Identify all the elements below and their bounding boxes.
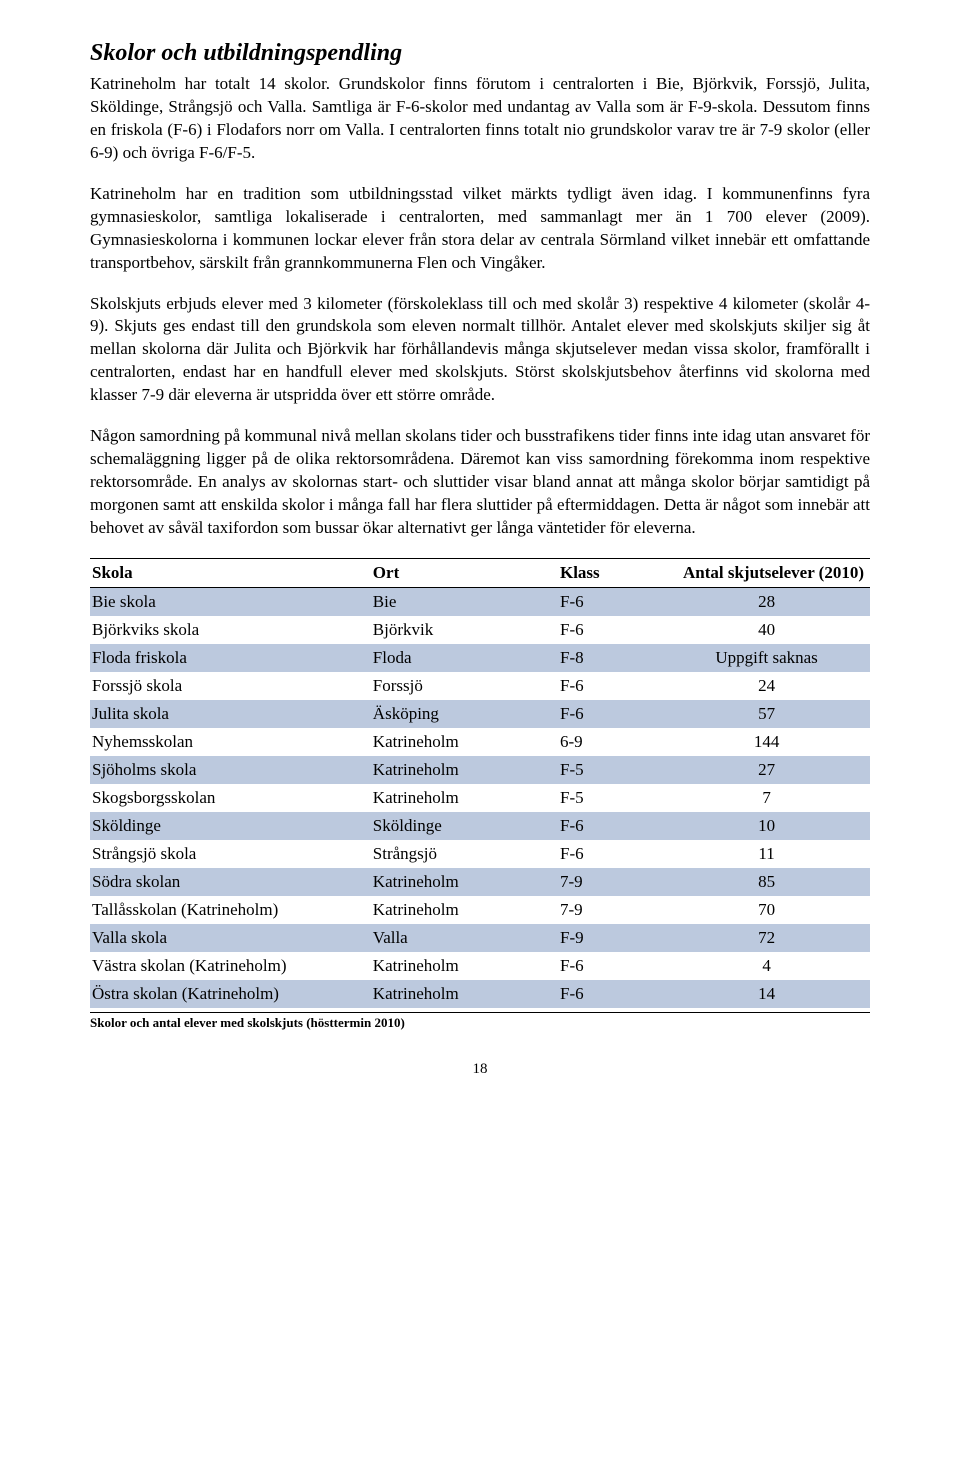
- table-cell: 7-9: [558, 868, 667, 896]
- table-cell: 7: [667, 784, 870, 812]
- table-cell: F-5: [558, 784, 667, 812]
- table-cell: Strångsjö skola: [90, 840, 371, 868]
- th-ort: Ort: [371, 558, 558, 587]
- table-row: SkogsborgsskolanKatrineholmF-57: [90, 784, 870, 812]
- table-cell: 70: [667, 896, 870, 924]
- table-cell: Valla skola: [90, 924, 371, 952]
- table-cell: F-6: [558, 587, 667, 616]
- table-cell: Katrineholm: [371, 728, 558, 756]
- table-cell: F-9: [558, 924, 667, 952]
- table-cell: Forssjö: [371, 672, 558, 700]
- table-row: Östra skolan (Katrineholm)KatrineholmF-6…: [90, 980, 870, 1008]
- table-cell: Katrineholm: [371, 784, 558, 812]
- table-cell: Floda friskola: [90, 644, 371, 672]
- table-row: Strångsjö skolaStrångsjöF-611: [90, 840, 870, 868]
- table-cell: 10: [667, 812, 870, 840]
- table-cell: F-6: [558, 952, 667, 980]
- table-cell: F-6: [558, 616, 667, 644]
- table-row: Södra skolanKatrineholm7-985: [90, 868, 870, 896]
- table-cell: Björkviks skola: [90, 616, 371, 644]
- table-cell: Äsköping: [371, 700, 558, 728]
- table-row: Valla skolaVallaF-972: [90, 924, 870, 952]
- paragraph-3: Skolskjuts erbjuds elever med 3 kilomete…: [90, 293, 870, 408]
- table-row: Forssjö skolaForssjöF-624: [90, 672, 870, 700]
- table-cell: 144: [667, 728, 870, 756]
- table-row: Bie skolaBieF-628: [90, 587, 870, 616]
- table-row: Västra skolan (Katrineholm)KatrineholmF-…: [90, 952, 870, 980]
- table-cell: Uppgift saknas: [667, 644, 870, 672]
- table-row: SköldingeSköldingeF-610: [90, 812, 870, 840]
- table-row: Tallåsskolan (Katrineholm)Katrineholm7-9…: [90, 896, 870, 924]
- table-cell: F-6: [558, 672, 667, 700]
- table-row: NyhemsskolanKatrineholm6-9144: [90, 728, 870, 756]
- document-page: Skolor och utbildningspendling Katrineho…: [0, 0, 960, 1108]
- table-cell: 85: [667, 868, 870, 896]
- table-cell: Katrineholm: [371, 980, 558, 1008]
- table-cell: Katrineholm: [371, 896, 558, 924]
- table-cell: Tallåsskolan (Katrineholm): [90, 896, 371, 924]
- table-cell: 6-9: [558, 728, 667, 756]
- table-cell: 57: [667, 700, 870, 728]
- table-cell: 11: [667, 840, 870, 868]
- table-cell: Södra skolan: [90, 868, 371, 896]
- table-cell: Nyhemsskolan: [90, 728, 371, 756]
- table-cell: 4: [667, 952, 870, 980]
- table-cell: F-5: [558, 756, 667, 784]
- page-number: 18: [90, 1061, 870, 1078]
- table-cell: Katrineholm: [371, 868, 558, 896]
- table-cell: F-8: [558, 644, 667, 672]
- table-cell: F-6: [558, 840, 667, 868]
- table-cell: Katrineholm: [371, 756, 558, 784]
- table-cell: Sjöholms skola: [90, 756, 371, 784]
- paragraph-1: Katrineholm har totalt 14 skolor. Grunds…: [90, 73, 870, 165]
- th-antal: Antal skjutselever (2010): [667, 558, 870, 587]
- table-cell: Julita skola: [90, 700, 371, 728]
- table-cell: Bie: [371, 587, 558, 616]
- table-cell: 14: [667, 980, 870, 1008]
- table-cell: Strångsjö: [371, 840, 558, 868]
- th-klass: Klass: [558, 558, 667, 587]
- table-cell: 27: [667, 756, 870, 784]
- table-row: Sjöholms skolaKatrineholmF-527: [90, 756, 870, 784]
- table-cell: Östra skolan (Katrineholm): [90, 980, 371, 1008]
- table-cell: Björkvik: [371, 616, 558, 644]
- table-cell: F-6: [558, 812, 667, 840]
- table-header-row: Skola Ort Klass Antal skjutselever (2010…: [90, 558, 870, 587]
- table-cell: F-6: [558, 700, 667, 728]
- table-cell: F-6: [558, 980, 667, 1008]
- table-cell: Bie skola: [90, 587, 371, 616]
- paragraph-2: Katrineholm har en tradition som utbildn…: [90, 183, 870, 275]
- table-cell: 28: [667, 587, 870, 616]
- th-skola: Skola: [90, 558, 371, 587]
- table-cell: Sköldinge: [90, 812, 371, 840]
- table-row: Björkviks skolaBjörkvikF-640: [90, 616, 870, 644]
- table-cell: 24: [667, 672, 870, 700]
- table-row: Julita skolaÄsköpingF-657: [90, 700, 870, 728]
- paragraph-4: Någon samordning på kommunal nivå mellan…: [90, 425, 870, 540]
- table-cell: Forssjö skola: [90, 672, 371, 700]
- table-cell: Katrineholm: [371, 952, 558, 980]
- table-cell: Skogsborgsskolan: [90, 784, 371, 812]
- table-cell: 72: [667, 924, 870, 952]
- section-title: Skolor och utbildningspendling: [90, 40, 870, 67]
- table-cell: Sköldinge: [371, 812, 558, 840]
- table-cell: Västra skolan (Katrineholm): [90, 952, 371, 980]
- table-cell: 7-9: [558, 896, 667, 924]
- table-row: Floda friskolaFlodaF-8Uppgift saknas: [90, 644, 870, 672]
- table-cell: 40: [667, 616, 870, 644]
- schools-table: Skola Ort Klass Antal skjutselever (2010…: [90, 558, 870, 1008]
- table-caption: Skolor och antal elever med skolskjuts (…: [90, 1012, 870, 1031]
- table-cell: Valla: [371, 924, 558, 952]
- table-cell: Floda: [371, 644, 558, 672]
